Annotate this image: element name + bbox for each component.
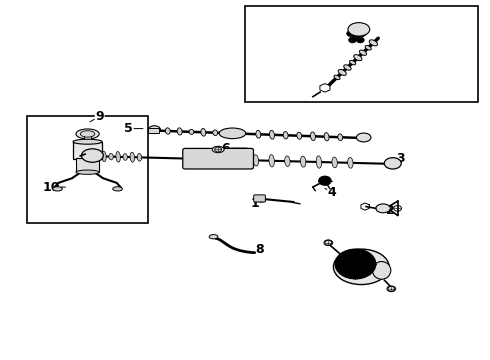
Circle shape [318,176,331,185]
FancyBboxPatch shape [254,195,266,202]
Ellipse shape [365,45,371,50]
Text: 4: 4 [328,186,337,199]
Ellipse shape [209,235,218,239]
Ellipse shape [109,153,113,160]
Ellipse shape [283,132,288,139]
Ellipse shape [130,152,135,162]
Ellipse shape [148,126,160,134]
Ellipse shape [324,132,329,141]
Circle shape [352,33,360,39]
Ellipse shape [253,155,259,166]
Ellipse shape [285,156,290,166]
Ellipse shape [177,128,182,135]
Ellipse shape [213,130,218,135]
Ellipse shape [102,151,106,162]
Ellipse shape [297,132,302,139]
Ellipse shape [369,40,377,46]
Bar [27,116,148,222]
Circle shape [335,249,376,279]
Ellipse shape [73,139,102,144]
Circle shape [352,28,360,33]
Ellipse shape [354,55,362,60]
Circle shape [358,31,366,36]
Ellipse shape [88,152,92,161]
Ellipse shape [81,149,103,162]
Ellipse shape [269,155,274,167]
Ellipse shape [219,128,246,139]
Ellipse shape [334,75,340,80]
Ellipse shape [76,170,99,174]
Ellipse shape [376,204,391,213]
Ellipse shape [332,157,337,168]
Bar [84,134,92,143]
Ellipse shape [344,65,351,70]
Ellipse shape [76,129,99,139]
Ellipse shape [80,152,85,160]
Circle shape [349,259,362,269]
Ellipse shape [300,156,306,167]
Text: 5: 5 [124,122,133,135]
Ellipse shape [123,154,127,160]
Bar [76,158,99,172]
Ellipse shape [324,240,333,246]
Circle shape [352,262,358,266]
Ellipse shape [113,187,122,191]
Text: 1: 1 [250,197,259,210]
Bar [245,6,478,102]
Bar [73,142,102,159]
Ellipse shape [212,146,224,153]
Circle shape [349,37,356,43]
Ellipse shape [311,132,316,140]
Ellipse shape [338,134,343,141]
Ellipse shape [333,249,389,284]
Ellipse shape [356,133,371,142]
Ellipse shape [348,23,370,36]
Circle shape [356,37,364,43]
Ellipse shape [372,261,391,279]
Ellipse shape [165,128,170,134]
Text: 9: 9 [96,110,104,123]
Ellipse shape [316,156,321,168]
Text: 8: 8 [255,243,264,256]
Ellipse shape [201,129,206,136]
Text: 2: 2 [386,204,395,217]
FancyBboxPatch shape [183,148,253,169]
Text: 10: 10 [43,181,60,194]
Ellipse shape [189,129,194,134]
Ellipse shape [387,286,395,292]
Ellipse shape [384,158,401,169]
Ellipse shape [359,50,367,55]
Ellipse shape [95,153,99,160]
Ellipse shape [256,130,261,138]
Bar [148,127,159,133]
Ellipse shape [80,131,95,137]
Circle shape [347,31,354,36]
Text: 6: 6 [221,141,230,154]
Ellipse shape [349,60,356,65]
Text: 3: 3 [396,152,404,165]
Ellipse shape [53,187,62,191]
Ellipse shape [270,130,274,139]
Ellipse shape [338,69,346,75]
Ellipse shape [137,153,142,161]
Ellipse shape [116,152,121,162]
Ellipse shape [348,157,353,168]
Text: 7: 7 [347,266,356,279]
